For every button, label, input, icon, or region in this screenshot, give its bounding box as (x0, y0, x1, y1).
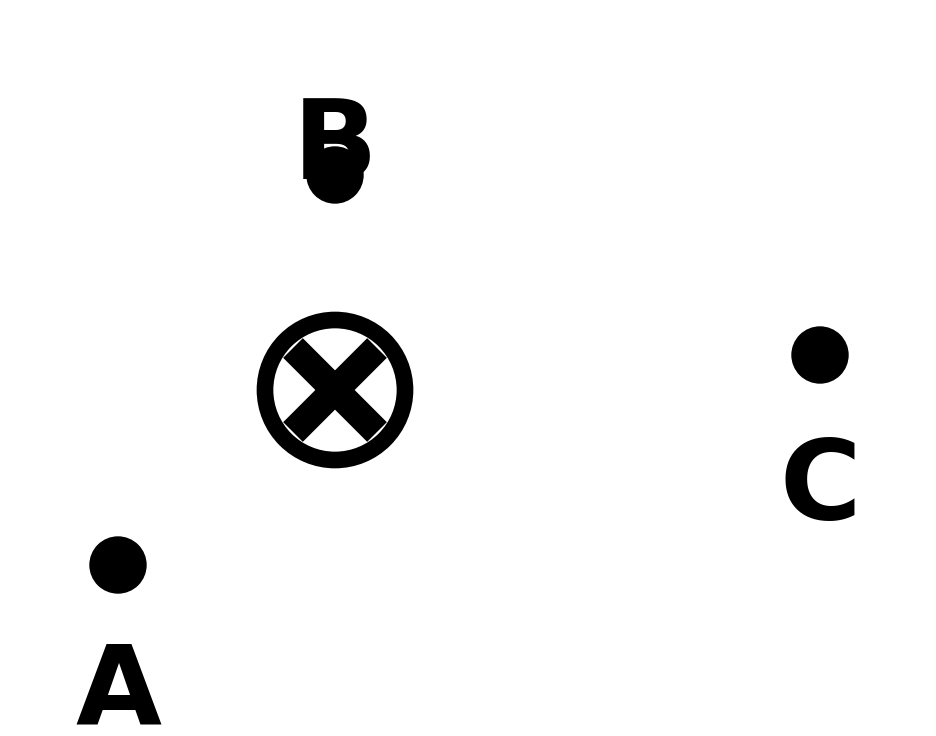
Circle shape (791, 327, 847, 383)
Circle shape (307, 147, 362, 203)
Text: C: C (779, 435, 860, 542)
Text: A: A (75, 640, 161, 736)
Circle shape (90, 537, 146, 593)
Text: B: B (292, 95, 377, 202)
